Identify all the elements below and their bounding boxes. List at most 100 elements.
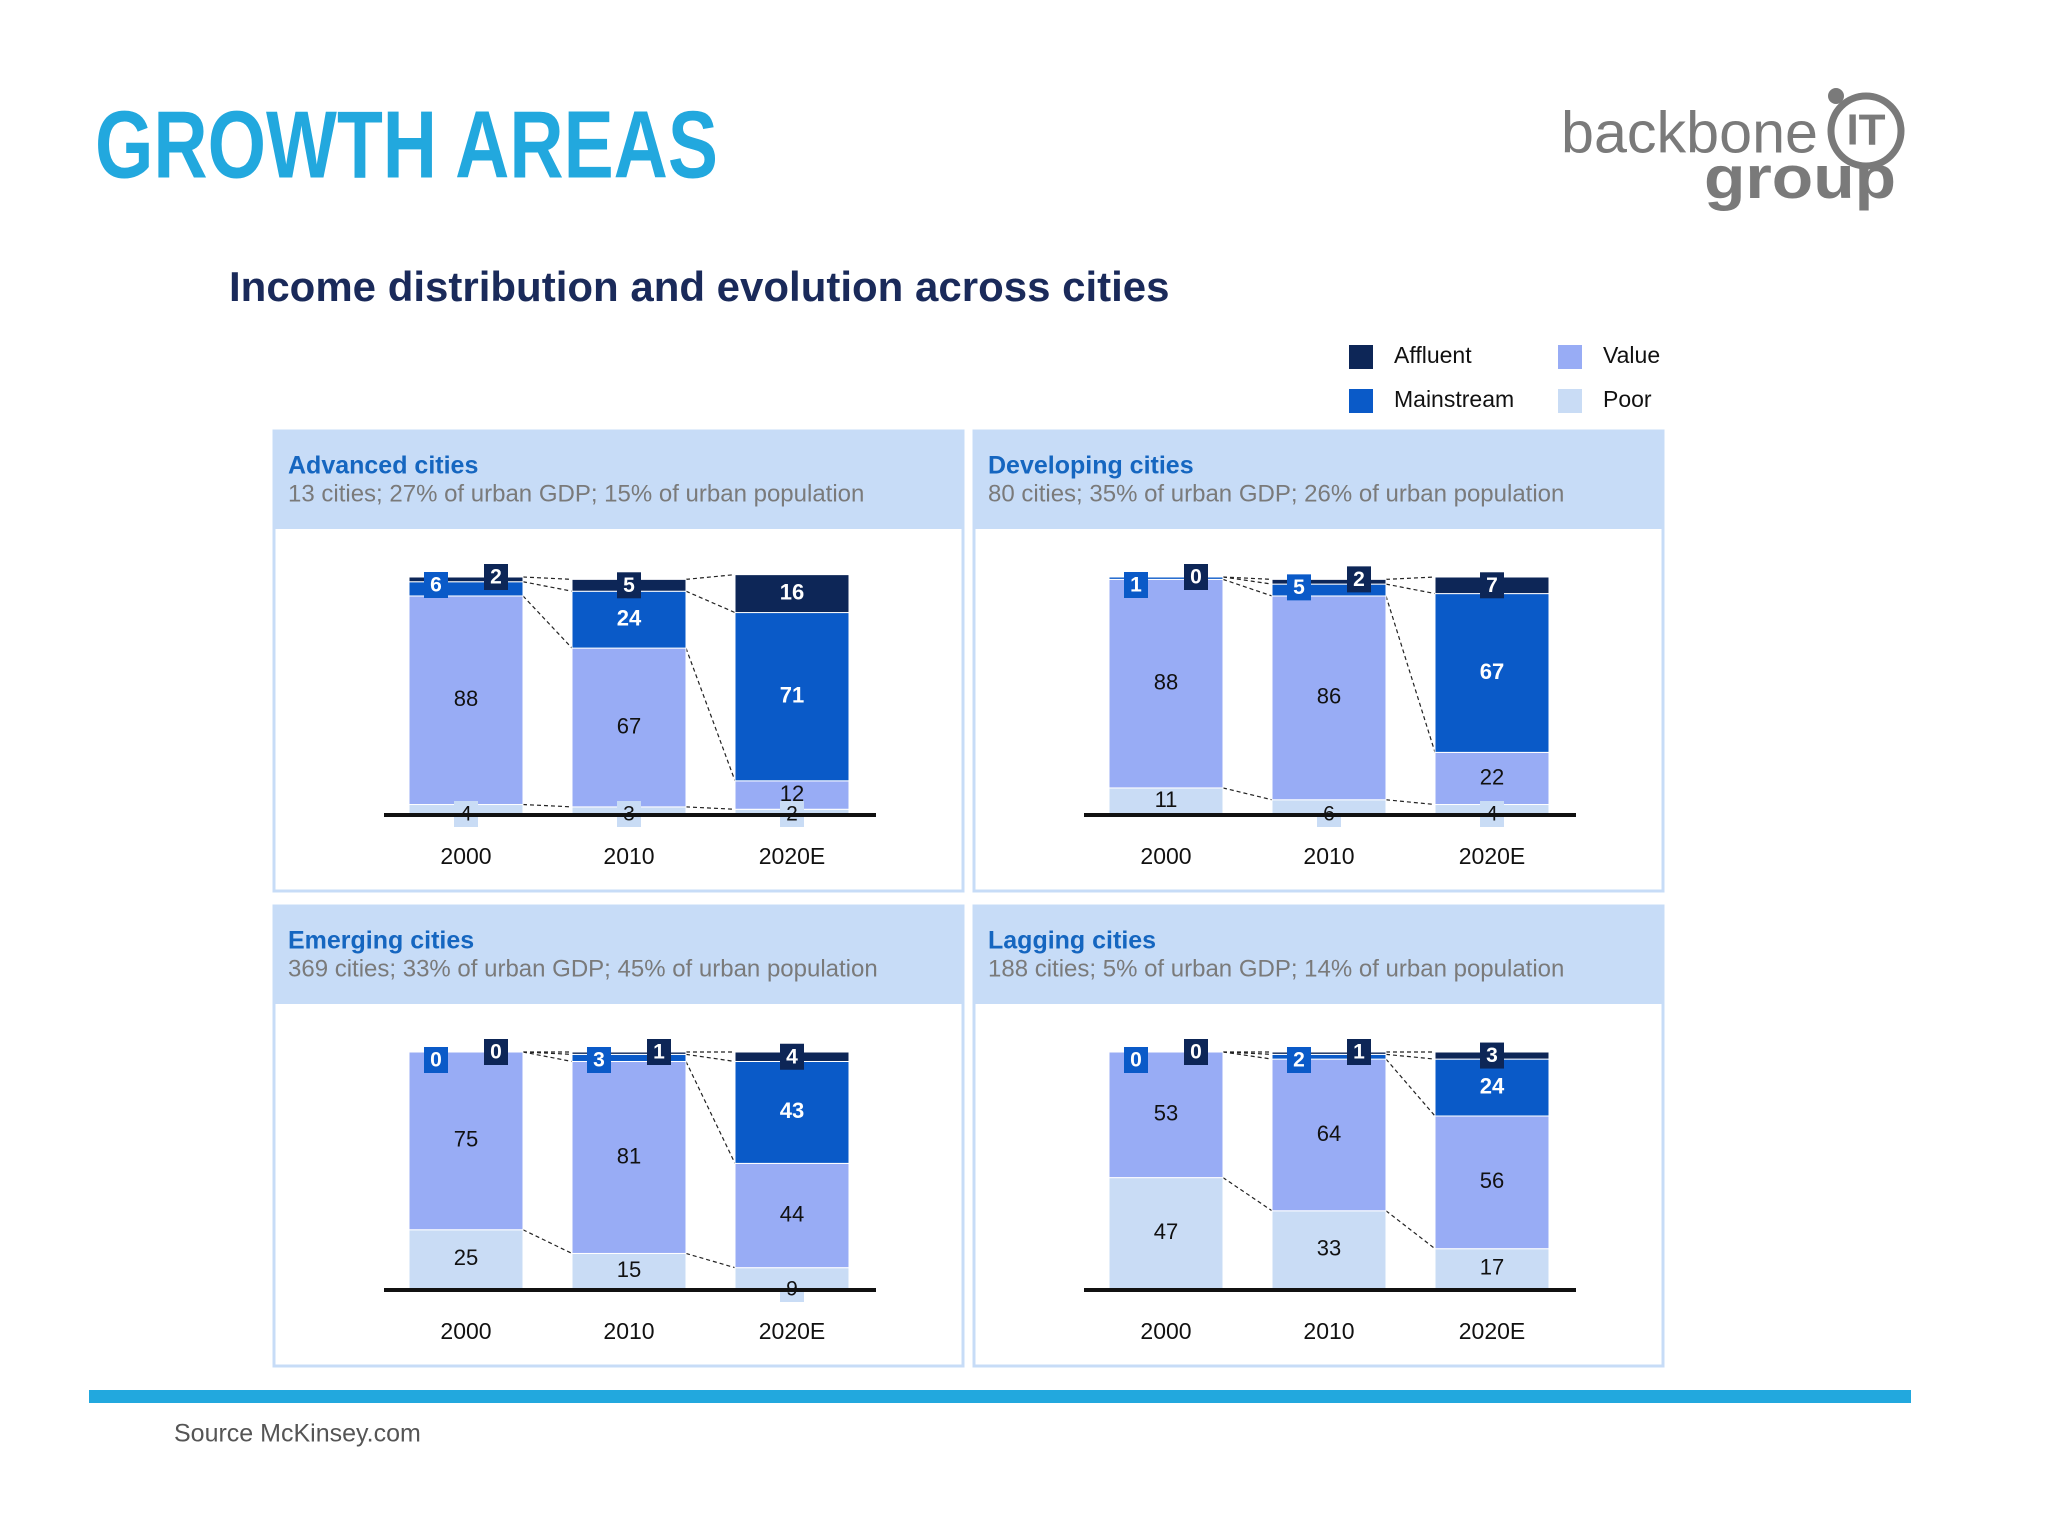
data-label: 0 [490,1041,502,1064]
data-label: 43 [780,1098,804,1123]
label-box [617,572,641,599]
data-label: 5 [623,574,635,597]
label-box [647,1039,671,1065]
chart-subtitle: Income distribution and evolution across… [229,263,1170,310]
data-label: 0 [1130,1049,1142,1072]
data-label: 71 [780,682,804,707]
data-label: 0 [1190,1041,1202,1064]
data-label: 24 [617,605,642,630]
label-box [1480,572,1504,599]
data-label: 12 [780,781,804,806]
bar-segment [734,612,850,782]
connector [1222,787,1273,801]
data-label: 22 [1480,764,1504,789]
logo-suffix: group [1704,144,1896,211]
data-label: 15 [617,1257,641,1282]
bar-segment [1271,595,1387,801]
data-label: 1 [653,1041,665,1064]
connector [1222,576,1273,580]
label-box [780,1043,804,1070]
data-label: 25 [454,1245,478,1270]
legend-label: Value [1603,342,1660,368]
bar-segment [1434,593,1550,753]
connector [685,647,736,782]
data-label: 0 [1190,566,1202,589]
x-tick-label: 2000 [440,843,491,869]
logo-brand: backbone [1561,100,1818,165]
data-label: 67 [1480,659,1504,684]
connector [1385,1053,1436,1060]
label-box [1184,1039,1208,1065]
label-box [484,1039,508,1065]
bar-segment [571,1051,687,1055]
bar-segment [571,1060,687,1254]
data-label: 47 [1154,1219,1178,1244]
panel-header [974,906,1663,1004]
label-box [1124,1047,1148,1073]
x-tick-label: 2010 [1303,1318,1354,1344]
data-label: 67 [617,713,641,738]
bar-segment [1271,578,1387,585]
connector [1385,583,1436,595]
connector [685,1252,736,1269]
data-label: 2 [1353,568,1365,591]
legend-swatch [1558,345,1582,369]
label-box [424,1047,448,1073]
legend-label: Poor [1603,386,1652,412]
panel-title: Lagging cities [988,927,1156,955]
data-label: 17 [1480,1255,1504,1280]
legend-label: Affluent [1394,342,1472,368]
slide-title: GROWTH AREAS [95,91,718,198]
connector [1222,1051,1273,1060]
connector [522,581,573,592]
connector [1222,1177,1273,1212]
legend-label: Mainstream [1394,386,1514,412]
connector [1222,578,1273,597]
footer-rule [89,1390,1911,1403]
panel-header [274,431,963,529]
legend-swatch [1349,389,1373,413]
label-box [1480,1042,1504,1069]
connector [1385,576,1436,580]
data-label: 81 [617,1143,641,1168]
data-label: 2 [1293,1049,1305,1072]
label-box [1287,1047,1311,1073]
bar-segment [408,1051,524,1231]
data-label: 4 [786,1045,798,1068]
panel-title: Emerging cities [288,927,474,955]
data-label: 64 [1317,1121,1341,1146]
panel-subtitle: 188 cities; 5% of urban GDP; 14% of urba… [988,955,1564,982]
bar-segment [734,1060,850,1164]
connector [522,595,573,649]
connector [685,1053,736,1063]
connector [685,574,736,580]
panel-subtitle: 369 cities; 33% of urban GDP; 45% of urb… [288,955,878,982]
logo-mark: IT [1846,106,1885,155]
data-label: 88 [454,686,478,711]
data-label: 44 [780,1201,804,1226]
panel-title: Advanced cities [288,452,478,480]
data-label: 3 [1486,1044,1498,1067]
legend-swatch [1558,389,1582,413]
bar-segment [1108,1177,1224,1290]
bar-segment [734,1162,850,1269]
label-box [587,1047,611,1073]
logo-ring [1827,92,1905,170]
connector [685,1061,736,1164]
bar-segment [1434,1115,1550,1250]
legend-swatch [1349,345,1373,369]
x-tick-label: 2020E [759,1318,826,1344]
label-box [424,572,448,598]
connector [1385,799,1436,806]
data-label: 11 [1155,787,1178,812]
connector [522,576,573,580]
connector [685,806,736,810]
data-label: 16 [780,579,804,604]
label-box [1287,574,1311,601]
bar-segment [1108,576,1224,580]
data-label: 88 [1154,669,1178,694]
source: Source McKinsey.com [174,1420,421,1448]
connector [522,803,573,808]
label-box [1184,564,1208,590]
